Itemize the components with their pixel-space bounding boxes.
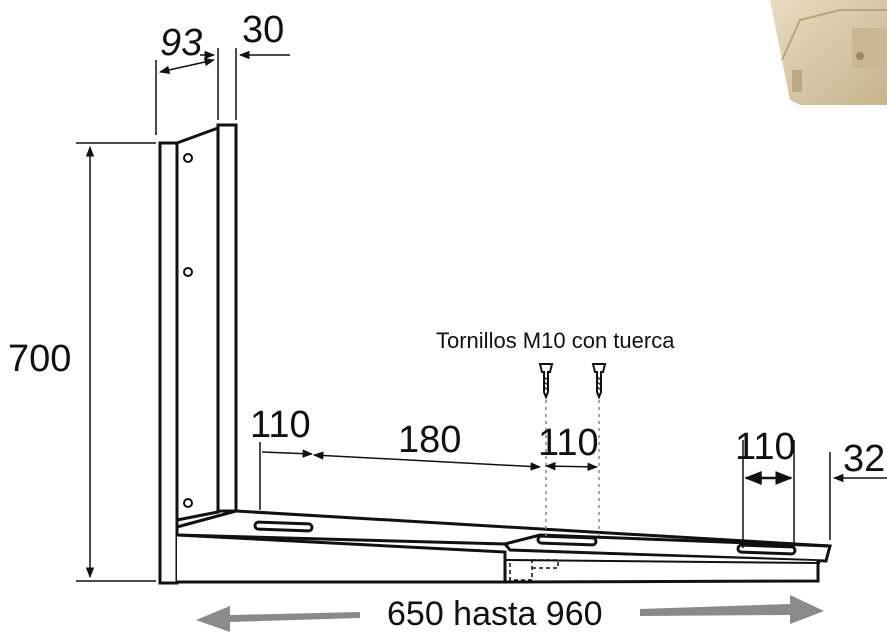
dimension-top bbox=[155, 48, 290, 135]
bracket-upright bbox=[158, 123, 238, 585]
screw-note: Tornillos M10 con tuerca bbox=[436, 328, 675, 353]
dimension-arm bbox=[259, 440, 887, 548]
slot-spacing-4-label: 110 bbox=[735, 426, 796, 468]
range-arrows bbox=[196, 595, 824, 632]
screw-icon bbox=[538, 363, 607, 400]
end-offset-label: 32 bbox=[843, 438, 885, 480]
top-width-label: 93 bbox=[160, 22, 202, 64]
bracket-arm bbox=[175, 509, 832, 584]
slot-spacing-3-label: 110 bbox=[538, 422, 599, 464]
screw-guide-lines bbox=[545, 400, 600, 540]
slot-spacing-1-label: 110 bbox=[250, 404, 311, 446]
dimension-height bbox=[76, 142, 156, 582]
range-label: 650 hasta 960 bbox=[387, 595, 603, 633]
height-label: 700 bbox=[8, 338, 71, 380]
product-photo-corner bbox=[770, 0, 887, 105]
slot-spacing-2-label: 180 bbox=[398, 419, 461, 461]
top-thickness-label: 30 bbox=[242, 9, 284, 51]
